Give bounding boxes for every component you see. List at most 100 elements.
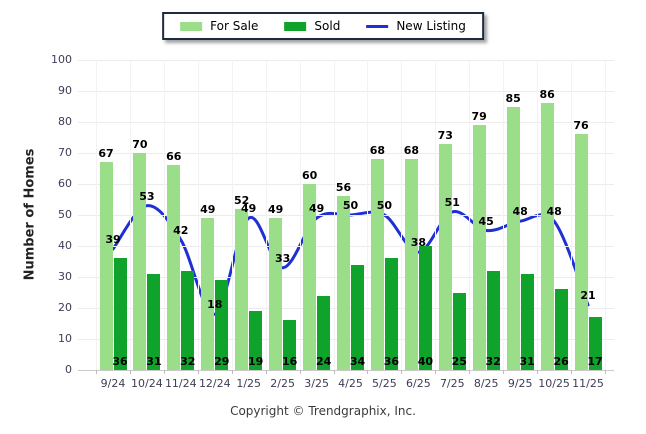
y-axis-tick-label: 40 xyxy=(58,239,72,252)
gridline-vertical xyxy=(605,60,606,370)
sold-bar xyxy=(384,258,398,370)
gridline-vertical xyxy=(571,60,573,370)
gridline xyxy=(78,122,614,123)
y-axis-tick-label: 0 xyxy=(65,363,72,376)
new-listing-value-label: 48 xyxy=(512,205,528,219)
sold-value-label: 17 xyxy=(587,355,603,368)
sold-bar xyxy=(452,292,466,370)
x-axis-tick xyxy=(435,370,437,374)
x-axis-tick xyxy=(265,370,267,374)
x-axis-tick xyxy=(401,370,403,374)
new-listing-value-label: 38 xyxy=(410,236,427,250)
y-axis-tick-label: 70 xyxy=(58,146,72,159)
x-axis-label: 11/24 xyxy=(164,377,197,390)
sold-value-label: 32 xyxy=(180,355,196,368)
copyright-text: Copyright © Trendgraphix, Inc. xyxy=(230,404,416,418)
x-axis-tick xyxy=(299,370,301,374)
x-axis-label: 12/24 xyxy=(198,377,231,390)
for-sale-bar xyxy=(235,208,249,370)
for-sale-value-label: 67 xyxy=(98,147,114,161)
y-axis-tick-label: 60 xyxy=(58,177,72,190)
new-listing-swatch xyxy=(366,24,389,28)
sold-bar xyxy=(181,270,195,370)
sold-bar xyxy=(317,295,331,370)
for-sale-value-label: 79 xyxy=(471,110,487,124)
for-sale-value-label: 49 xyxy=(267,203,284,217)
for-sale-bar xyxy=(404,159,418,370)
sold-value-label: 34 xyxy=(349,355,366,368)
x-axis-label: 9/25 xyxy=(507,377,533,390)
for-sale-value-label: 70 xyxy=(132,138,148,151)
for-sale-value-label: 56 xyxy=(335,181,352,195)
new-listing-value-label: 21 xyxy=(580,288,596,302)
for-sale-bar xyxy=(472,125,486,370)
x-axis-tick xyxy=(605,370,606,374)
gridline-vertical xyxy=(503,60,505,370)
new-listing-value-label: 53 xyxy=(139,189,155,203)
for-sale-value-label: 49 xyxy=(200,203,216,217)
x-axis-label: 7/25 xyxy=(439,377,465,390)
sold-bar xyxy=(554,289,568,370)
y-axis-tick-label: 90 xyxy=(58,84,72,97)
sold-bar xyxy=(147,273,161,370)
gridline-vertical xyxy=(537,60,539,370)
sold-value-label: 19 xyxy=(248,355,264,368)
x-axis-label: 3/25 xyxy=(304,377,329,390)
sold-bar xyxy=(215,280,229,370)
x-axis-tick xyxy=(129,370,131,374)
for-sale-value-label: 73 xyxy=(437,128,453,142)
y-axis-tick-label: 20 xyxy=(58,301,72,314)
for-sale-value-label: 76 xyxy=(573,119,589,133)
x-axis-label: 4/25 xyxy=(338,377,363,390)
x-axis-tick xyxy=(96,370,97,374)
gridline-vertical xyxy=(299,60,301,370)
sold-value-label: 31 xyxy=(519,355,535,368)
new-listing-value-label: 50 xyxy=(342,199,359,212)
sold-value-label: 40 xyxy=(417,355,434,368)
for-sale-bar xyxy=(506,106,520,370)
for-sale-bar xyxy=(438,143,452,370)
legend-item-sold: Sold xyxy=(284,19,340,33)
x-axis-label: 11/25 xyxy=(572,377,604,390)
sold-bar xyxy=(249,311,263,370)
sold-bar xyxy=(486,270,500,370)
new-listing-value-label: 42 xyxy=(173,223,189,237)
gridline-vertical xyxy=(197,60,199,370)
gridline-vertical xyxy=(333,60,335,370)
for-sale-bar xyxy=(133,153,147,370)
sold-bar xyxy=(113,258,127,370)
gridline-vertical xyxy=(367,60,369,370)
sold-value-label: 31 xyxy=(146,355,162,368)
legend-item-for-sale: For Sale xyxy=(180,19,258,33)
for-sale-bar xyxy=(269,218,283,370)
gridline-vertical xyxy=(435,60,437,370)
gridline-vertical xyxy=(163,60,165,370)
y-axis-tick-label: 10 xyxy=(58,332,72,345)
gridline xyxy=(78,153,614,154)
for-sale-swatch xyxy=(180,21,203,31)
legend-label: For Sale xyxy=(210,19,259,33)
for-sale-bar xyxy=(201,218,215,370)
for-sale-value-label: 86 xyxy=(539,88,555,102)
gridline-vertical xyxy=(265,60,267,370)
x-axis-tick xyxy=(333,370,335,374)
sold-value-label: 26 xyxy=(553,355,569,368)
x-axis-label: 5/25 xyxy=(372,377,397,390)
x-axis-tick xyxy=(231,370,233,374)
y-axis-tick-label: 30 xyxy=(58,270,72,283)
gridline-vertical xyxy=(231,60,233,370)
for-sale-value-label: 85 xyxy=(505,91,521,105)
sold-value-label: 24 xyxy=(315,355,332,368)
new-listing-value-label: 49 xyxy=(241,202,257,216)
for-sale-bar xyxy=(99,162,113,370)
x-axis-tick xyxy=(571,370,573,374)
plot-area: 67 36 39 70 31 53 66 32 42 49 29 18 52 19 49 49 16 33 60 24… xyxy=(78,60,614,374)
y-axis-tick-label: 80 xyxy=(58,115,72,128)
gridline-vertical xyxy=(96,60,97,370)
x-axis-label: 2/25 xyxy=(270,377,295,390)
new-listing-value-label: 51 xyxy=(444,195,460,209)
x-axis-tick xyxy=(367,370,369,374)
sold-bar xyxy=(283,320,297,370)
for-sale-bar xyxy=(337,196,350,370)
